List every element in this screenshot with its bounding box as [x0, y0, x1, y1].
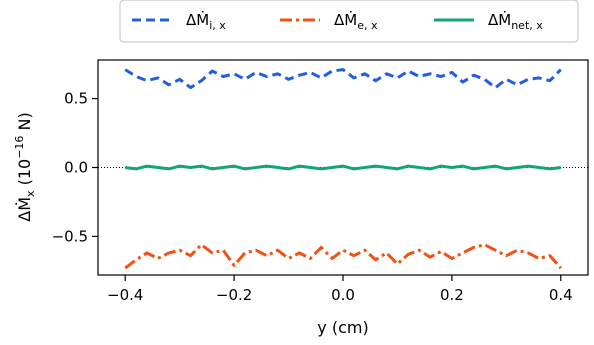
legend-entry-ion: ΔṀi, x: [132, 10, 226, 32]
x-tick-label: 0.4: [549, 286, 573, 304]
x-tick-label: 0.2: [440, 286, 464, 304]
x-tick-label: 0.0: [331, 286, 355, 304]
legend-frame: [119, 0, 579, 43]
series-line-net: [125, 164, 561, 171]
y-axis-label: ΔṀx (10−16 N): [13, 112, 37, 221]
y-tick-label: 0.0: [64, 159, 88, 177]
y-axis: −0.5 0.0 0.5: [52, 90, 98, 245]
x-axis-label: y (cm): [317, 318, 368, 337]
x-axis: −0.4 −0.2 0.0 0.2 0.4: [107, 275, 573, 304]
series-group: [124, 68, 562, 270]
x-tick-label: −0.2: [216, 286, 252, 304]
series-line-ion: [124, 68, 562, 90]
legend-label-net: ΔṀnet, x: [488, 10, 543, 32]
legend-entry-net: ΔṀnet, x: [434, 10, 543, 32]
x-tick-label: −0.4: [107, 286, 143, 304]
y-tick-label: 0.5: [64, 90, 88, 108]
series-line-electron: [124, 243, 562, 270]
legend-label-ion: ΔṀi, x: [186, 10, 226, 32]
legend: ΔṀi, x ΔṀe, x ΔṀnet, x: [119, 0, 579, 43]
y-tick-label: −0.5: [52, 227, 88, 245]
legend-label-electron: ΔṀe, x: [334, 10, 378, 32]
legend-entry-electron: ΔṀe, x: [280, 10, 378, 32]
